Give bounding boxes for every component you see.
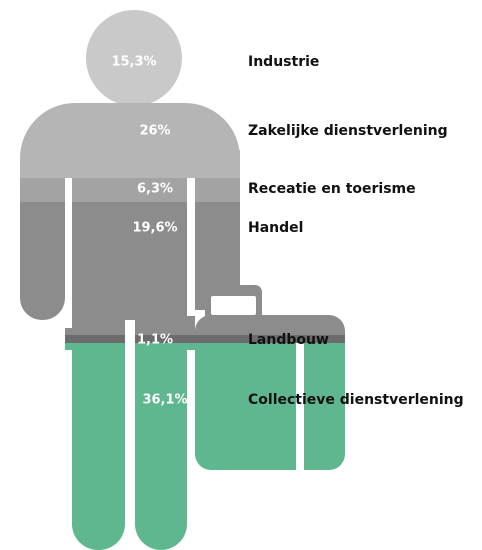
- category-label: Receatie en toerisme: [248, 181, 416, 197]
- category-label: Collectieve dienstverlening: [248, 392, 464, 408]
- band: [20, 335, 345, 343]
- value-label: 26%: [139, 124, 170, 139]
- gap: [296, 343, 304, 470]
- value-label: 36,1%: [142, 393, 187, 408]
- gap: [187, 178, 195, 316]
- value-label: 1,1%: [137, 333, 173, 348]
- category-label: Handel: [248, 220, 303, 236]
- value-label: 19,6%: [132, 221, 177, 236]
- value-label: 15,3%: [111, 55, 156, 70]
- category-label: Industrie: [248, 54, 319, 70]
- gap: [65, 178, 72, 328]
- band: [20, 343, 345, 550]
- gap: [125, 320, 135, 550]
- gaps: [65, 178, 304, 550]
- handle-hole: [211, 296, 256, 315]
- band: [20, 10, 345, 103]
- category-label: Landbouw: [248, 332, 329, 348]
- band: [20, 103, 345, 178]
- category-label: Zakelijke dienstverlening: [248, 123, 448, 139]
- band: [20, 202, 345, 335]
- value-label: 6,3%: [137, 182, 173, 197]
